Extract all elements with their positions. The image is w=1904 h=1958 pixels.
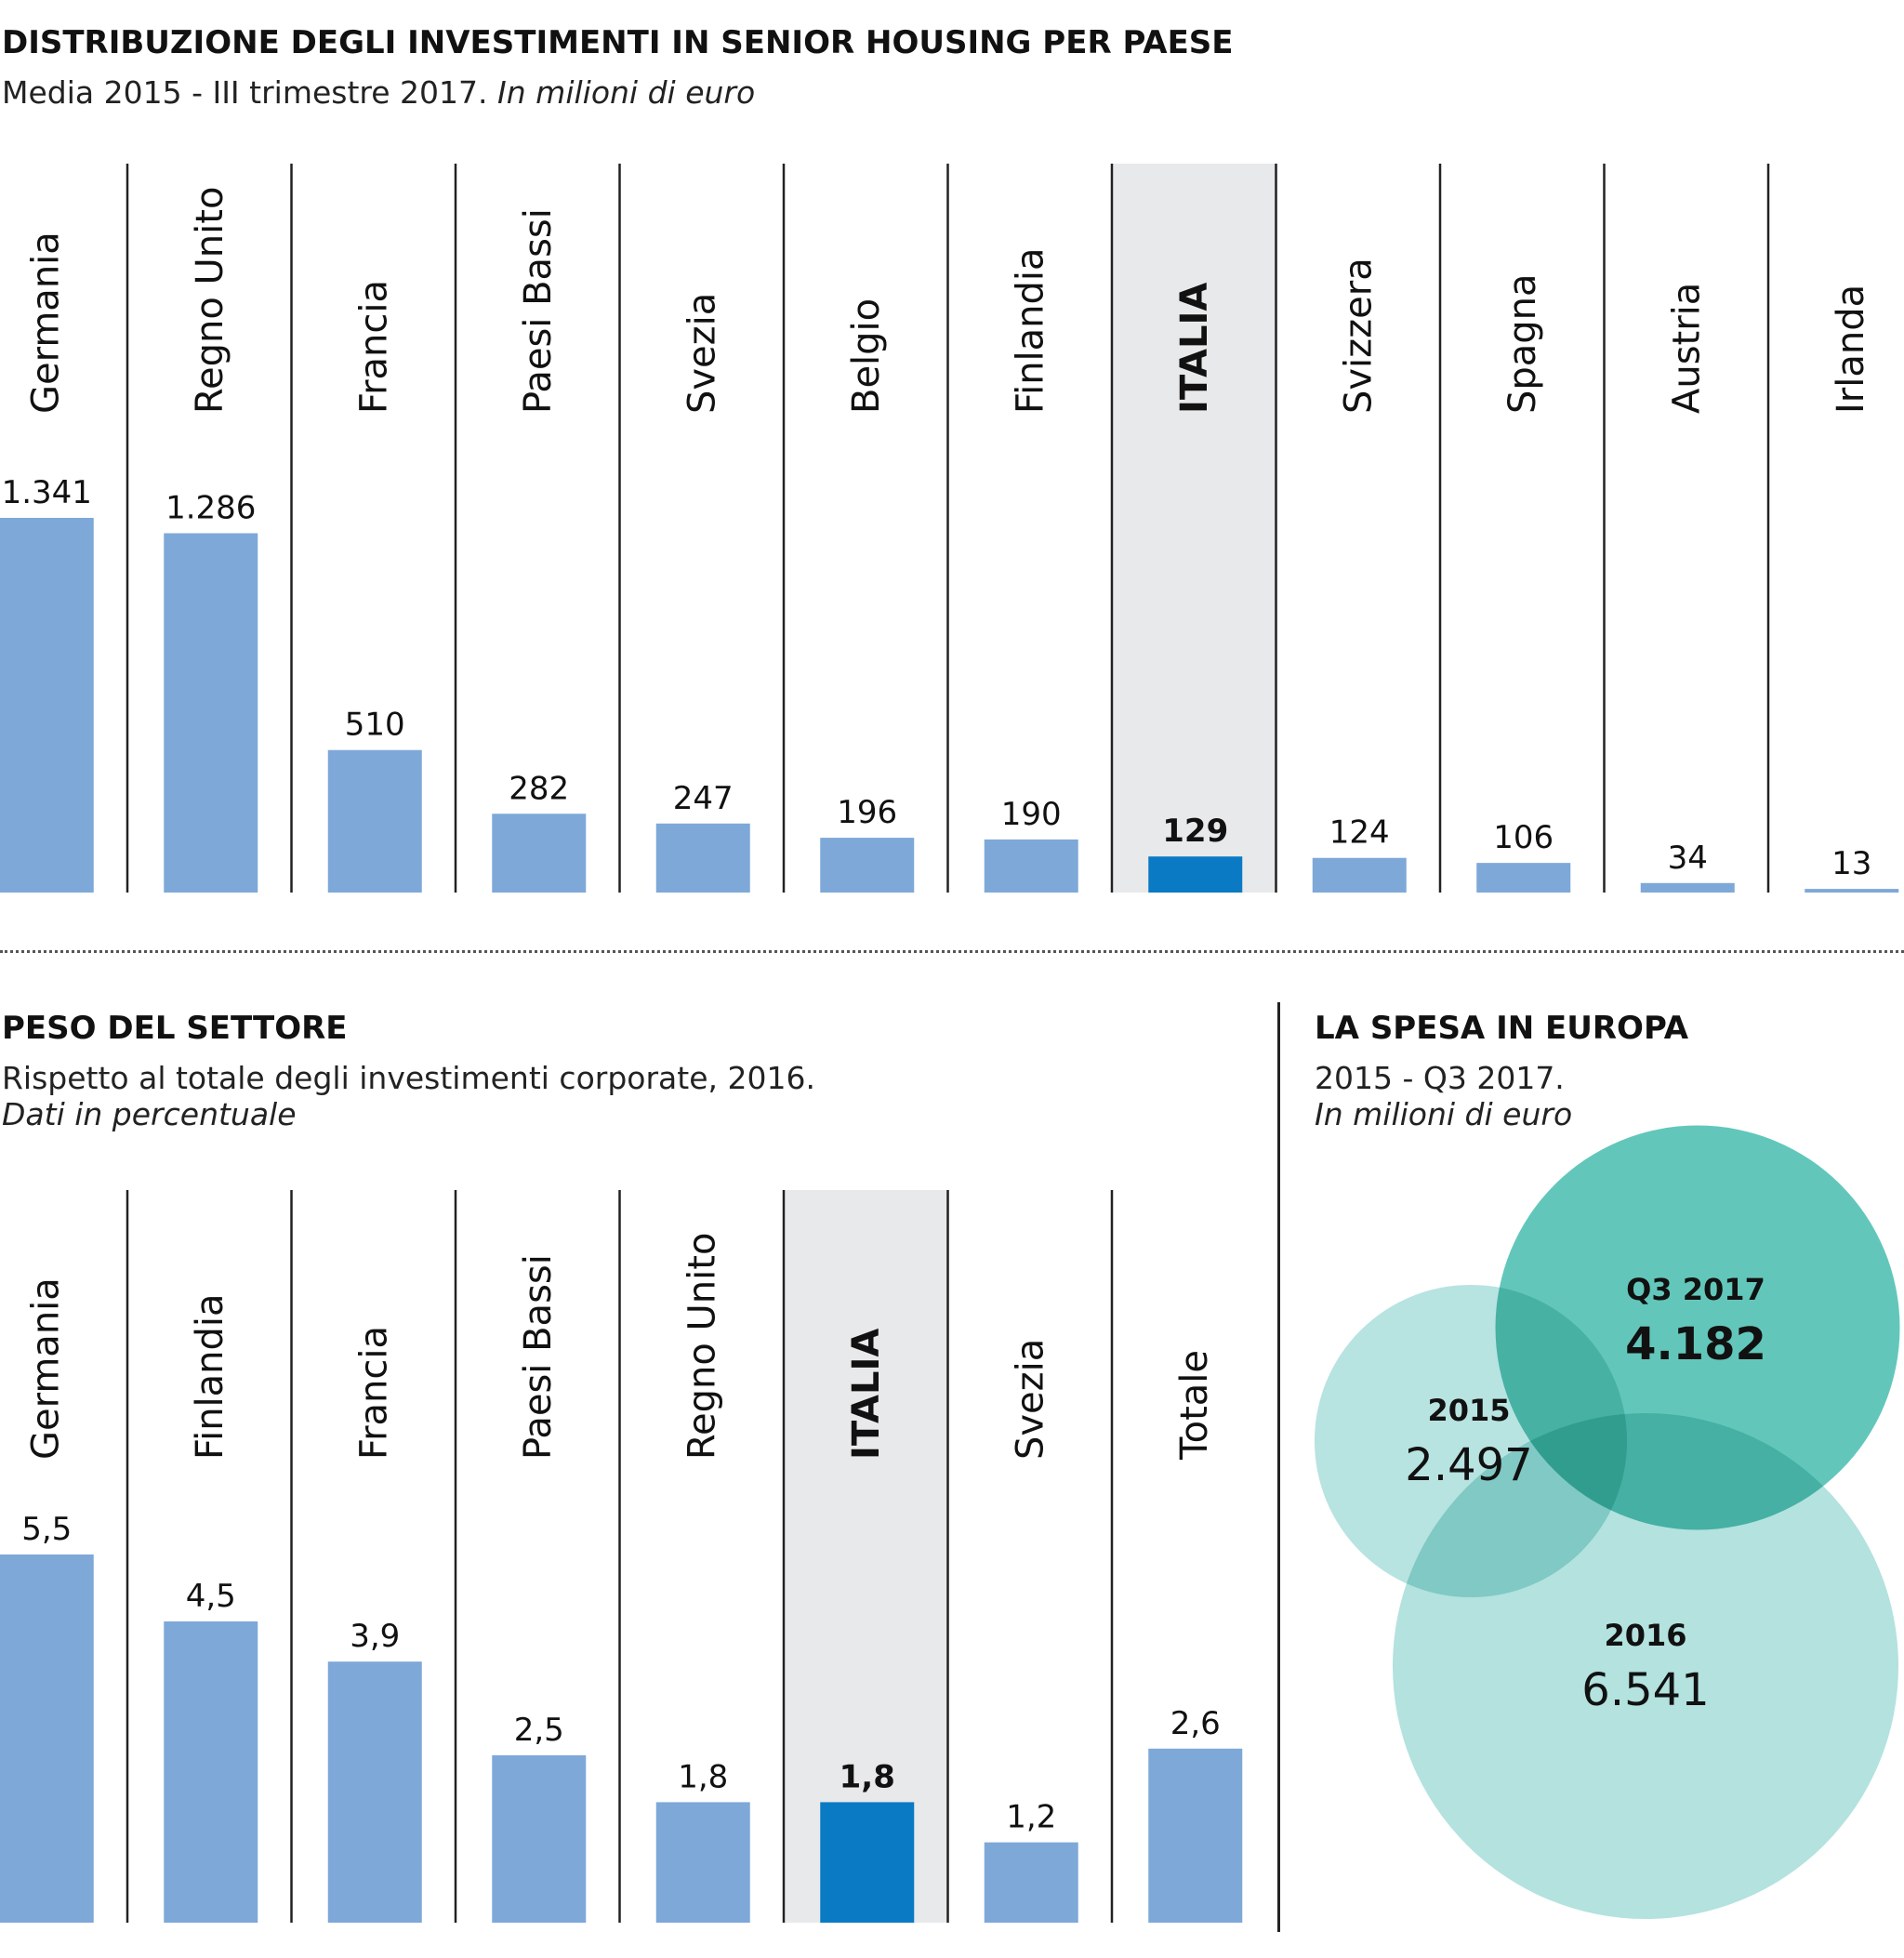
chart3-subtitle-text: 2015 - Q3 2017. (1315, 1060, 1565, 1096)
bubble-value-label: 2.497 (1405, 1439, 1532, 1491)
chart2-highlight-bg (785, 1190, 949, 1923)
chart1-bar (1805, 889, 1899, 893)
bubble-year-label: Q3 2017 (1626, 1272, 1765, 1307)
chart2-value-label: 3,9 (350, 1618, 400, 1655)
chart2-category-label: Svezia (1009, 1339, 1051, 1460)
chart2-category-label: Francia (352, 1326, 395, 1460)
chart2-value-label: 1,8 (678, 1758, 728, 1795)
chart2-value-label: 4,5 (186, 1578, 236, 1615)
chart1-category-label: Germania (24, 232, 67, 414)
chart1-category-label: Paesi Bassi (517, 208, 560, 414)
chart2-bar (327, 1661, 422, 1923)
chart2-category-label: Paesi Bassi (517, 1254, 560, 1460)
chart2-category-label: Regno Unito (681, 1233, 723, 1460)
chart1-category-label: Svizzera (1337, 258, 1380, 414)
chart2-category-label: ITALIA (845, 1329, 888, 1460)
chart2-bar (0, 1554, 94, 1923)
bubble-value-label: 6.541 (1581, 1664, 1709, 1716)
chart1-bar (1312, 857, 1407, 893)
chart2-bar (984, 1842, 1078, 1923)
chart2-bar (1148, 1748, 1243, 1923)
chart2-value-label: 1,8 (840, 1758, 895, 1795)
chart1-value-label: 196 (837, 794, 897, 831)
chart1-value-label: 1.286 (165, 490, 256, 527)
bubble-q3-2017 (1495, 1125, 1900, 1530)
chart2-category-label: Germania (24, 1277, 67, 1460)
chart1-category-label: Belgio (845, 298, 888, 414)
chart2-subtitle-text: Rispetto al totale degli investimenti co… (2, 1060, 815, 1096)
chart1-value-label: 34 (1668, 840, 1708, 877)
chart1-bar (820, 838, 915, 893)
chart3-subtitle: 2015 - Q3 2017. In milioni di euro (1315, 1060, 1872, 1132)
chart1-subtitle-text: Media 2015 - III trimestre 2017. (2, 74, 488, 111)
chart2-bar (492, 1755, 587, 1923)
chart3-subtitle-unit: In milioni di euro (1315, 1096, 1573, 1132)
section-separator (0, 950, 1904, 953)
chart2-value-label: 2,5 (514, 1712, 564, 1749)
chart1-value-label: 106 (1493, 819, 1554, 856)
chart2-category-label: Totale (1173, 1350, 1216, 1461)
chart2-subtitle: Rispetto al totale degli investimenti co… (2, 1060, 1210, 1132)
chart1-value-label: 190 (1001, 796, 1062, 833)
chart1-title: DISTRIBUZIONE DEGLI INVESTIMENTI IN SENI… (2, 24, 1234, 61)
chart2-bar (820, 1802, 915, 1923)
chart1-value-label: 282 (509, 770, 569, 807)
chart1-category-label: Irlanda (1830, 284, 1872, 414)
chart3-title: LA SPESA IN EUROPA (1315, 1010, 1689, 1047)
chart1-bar (1476, 863, 1571, 893)
bubble-value-label: 4.182 (1625, 1318, 1766, 1370)
chart1-bar (164, 533, 258, 893)
chart1-bar (984, 839, 1078, 893)
chart1-value-label: 129 (1162, 813, 1228, 850)
chart1-value-label: 510 (345, 707, 405, 744)
chart1-bar (0, 518, 94, 893)
chart1-bar (1640, 882, 1735, 893)
chart1-category-label: Spagna (1501, 273, 1544, 414)
chart1-value-label: 247 (673, 780, 734, 817)
chart2-value-label: 1,2 (1006, 1799, 1056, 1836)
chart1-category-label: Austria (1665, 283, 1708, 414)
chart1-value-label: 124 (1329, 814, 1390, 852)
chart1-category-label: Finlandia (1009, 247, 1051, 414)
chart2-bar (164, 1621, 258, 1923)
bubble-year-label: 2016 (1604, 1618, 1686, 1653)
chart1-category-label: Regno Unito (189, 187, 231, 414)
chart1-value-label: 13 (1831, 845, 1871, 882)
chart1-highlight-bg (1113, 164, 1277, 893)
chart1-category-label: Svezia (681, 293, 723, 414)
chart1-category-label: Francia (352, 280, 395, 414)
chart1-svg: Germania 1.341 Regno Unito 1.286 Francia 510 P… (0, 164, 1899, 893)
chart2-category-label: Finlandia (189, 1293, 231, 1460)
chart2-value-label: 2,6 (1170, 1705, 1221, 1742)
chart2-bar (655, 1802, 750, 1923)
chart3-divider (1277, 1002, 1280, 1932)
chart1-bar (492, 814, 587, 893)
chart2-title: PESO DEL SETTORE (2, 1010, 348, 1047)
chart2-subtitle-unit: Dati in percentuale (2, 1096, 297, 1132)
chart1-value-label: 1.341 (2, 474, 92, 511)
chart1-category-label: ITALIA (1173, 283, 1216, 414)
chart1-subtitle-unit: In milioni di euro (497, 74, 756, 111)
chart2-value-label: 5,5 (21, 1511, 72, 1548)
chart1-bar (327, 749, 422, 893)
bubble-year-label: 2015 (1427, 1393, 1510, 1428)
chart1-subtitle: Media 2015 - III trimestre 2017. In mili… (2, 74, 755, 111)
chart1-bar (655, 823, 750, 893)
chart1-bar (1148, 856, 1243, 893)
